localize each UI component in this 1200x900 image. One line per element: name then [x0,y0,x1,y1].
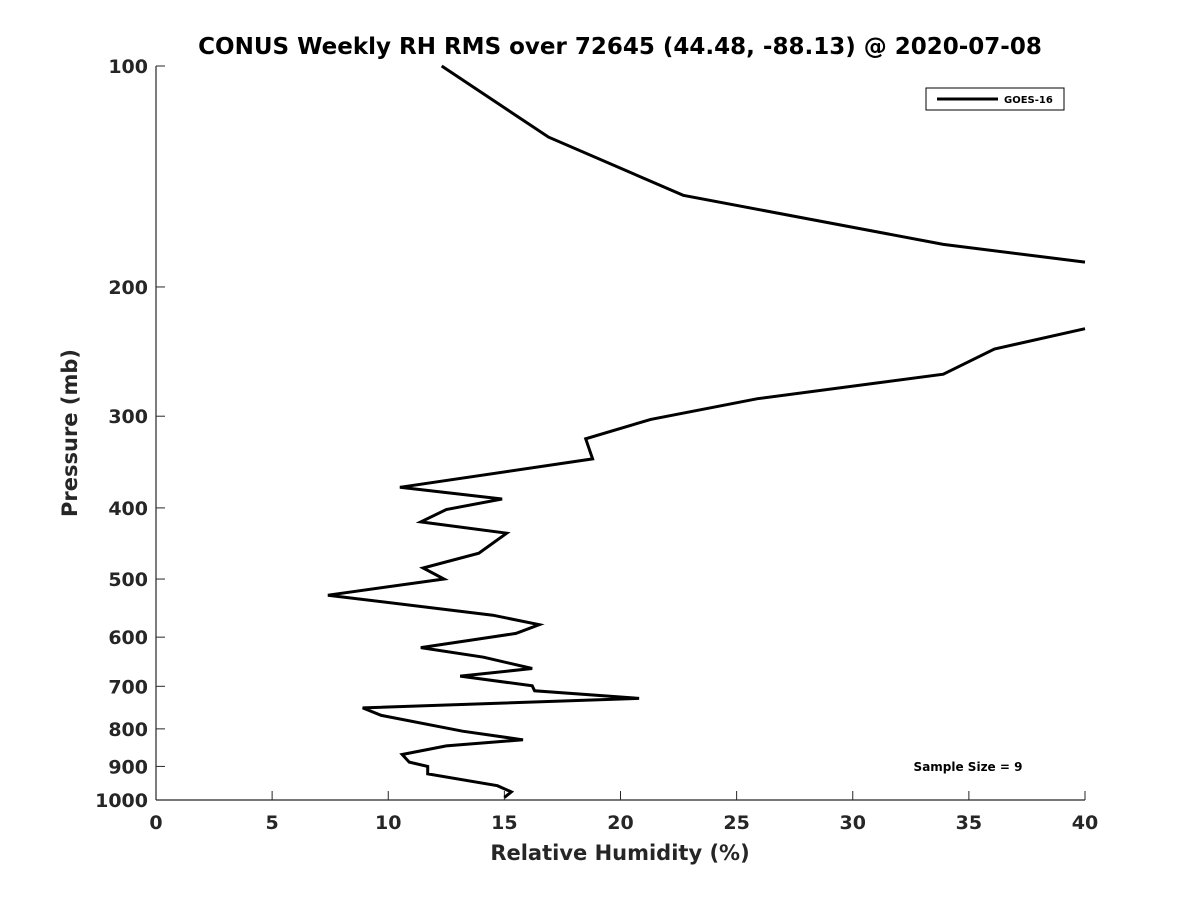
x-tick-label: 20 [607,812,633,834]
y-tick-label: 700 [108,676,148,698]
plot-area: 0 5 10 15 20 25 30 35 40 100 200 300 400 500 600 700 800… [95,56,1098,834]
x-tick-label: 40 [1072,812,1098,834]
x-axis-label: Relative Humidity (%) [490,841,749,865]
y-tick-label: 100 [108,56,148,78]
legend-label: GOES-16 [1004,95,1053,106]
x-tick-label: 25 [723,812,749,834]
y-axis-label: Pressure (mb) [58,349,82,517]
y-tick-label: 600 [108,627,148,649]
y-tick-label: 900 [108,756,148,778]
x-tick-label: 15 [491,812,517,834]
y-tick-label: 500 [108,569,148,591]
y-tick-label: 200 [108,277,148,299]
legend: GOES-16 [925,87,1065,111]
sample-size-annotation: Sample Size = 9 [914,760,1023,774]
x-tick-label: 10 [375,812,401,834]
x-tick-label: 0 [149,812,162,834]
y-tick-label: 800 [108,719,148,741]
chart-title: CONUS Weekly RH RMS over 72645 (44.48, -… [198,34,1042,60]
series-line-1-segment-1 [440,64,1086,264]
x-tick-label: 35 [956,812,982,834]
x-tick-label: 30 [840,812,866,834]
series-line-1-segment-2 [327,327,1086,799]
y-tick-label: 1000 [95,790,148,812]
y-tick-label: 300 [108,406,148,428]
y-tick-label: 400 [108,498,148,520]
x-tick-label: 5 [266,812,279,834]
